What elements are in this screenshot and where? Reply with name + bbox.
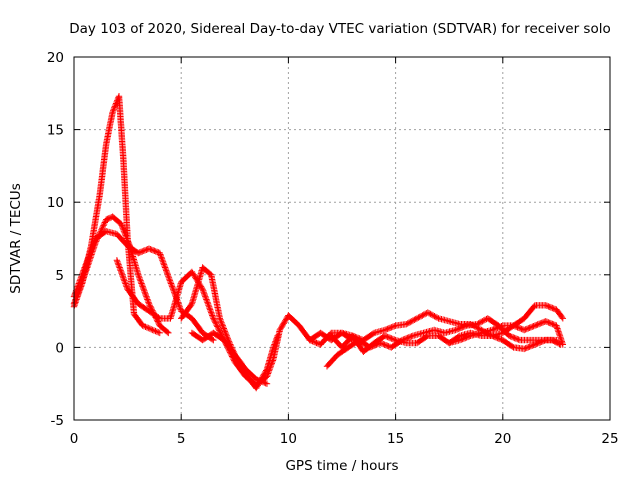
data-point-marks [403, 315, 419, 328]
y-tick-label: 10 [47, 195, 64, 211]
data-point-marks [199, 286, 216, 321]
series-track-9 [328, 318, 567, 355]
x-tick-label: 5 [177, 431, 186, 447]
data-point-marks [323, 352, 340, 370]
series-track-6 [188, 329, 271, 387]
data-point-marks [328, 332, 345, 350]
y-tick-label: 5 [55, 268, 64, 284]
data-point-marks [188, 265, 206, 307]
x-tick-label: 15 [387, 431, 404, 447]
data-point-marks [109, 213, 124, 227]
data-point-marks [216, 315, 231, 342]
x-tick-label: 25 [601, 431, 618, 447]
data-point-marks [135, 300, 162, 321]
data-point-marks [531, 337, 548, 348]
axis-ticks: 0 5 10 15 20 25 -5 0 5 10 15 20 [47, 50, 619, 447]
data-point-marks [553, 306, 566, 321]
data-point-marks [188, 315, 205, 335]
chart-title: Day 103 of 2020, Sidereal Day-to-day VTE… [69, 21, 610, 37]
data-point-marks [178, 269, 194, 286]
y-tick-label: 20 [47, 50, 64, 66]
x-tick-label: 10 [280, 431, 297, 447]
data-point-marks [120, 155, 131, 241]
data-point [559, 315, 567, 322]
x-tick-label: 0 [70, 431, 79, 447]
data-point-marks [413, 333, 430, 347]
data-point-marks [521, 303, 538, 322]
plot-frame [73, 56, 611, 421]
data-point-marks [338, 333, 355, 351]
y-axis-label: SDTVAR / TECUs [8, 183, 24, 293]
series-track-10 [446, 329, 560, 353]
series-track-5 [178, 264, 281, 392]
data-point-marks [156, 322, 171, 336]
data-point-marks [178, 301, 195, 322]
data-point-marks [124, 286, 141, 306]
data-point-marks [424, 309, 441, 321]
data-point-marks [231, 351, 248, 372]
data-point-marks [295, 322, 313, 343]
data-point-marks [81, 236, 99, 271]
data-point-marks [135, 271, 152, 306]
data-point-marks [381, 323, 398, 334]
data-point-marks [334, 345, 351, 358]
data-point-marks [242, 366, 259, 382]
series-track-8 [323, 315, 564, 370]
data-point-marks [446, 333, 462, 347]
data-point-marks [115, 93, 127, 161]
data-point [165, 329, 172, 337]
data-point-marks [360, 330, 377, 344]
data-point-marks [521, 323, 537, 334]
data-point-marks [167, 280, 184, 322]
data-point-marks [113, 230, 130, 248]
y-tick-label: 15 [47, 123, 64, 139]
data-point-marks [210, 329, 227, 343]
series-track-4 [113, 257, 356, 389]
data-series [70, 93, 567, 392]
data-point-marks [208, 271, 223, 320]
data-point-marks [488, 323, 505, 334]
data-point-marks [452, 323, 469, 334]
data-point [559, 341, 567, 348]
data-point [210, 336, 217, 344]
x-axis-label: GPS time / hours [285, 458, 398, 474]
data-point-marks [113, 257, 131, 292]
data-point [263, 380, 271, 387]
data-point-marks [531, 318, 548, 329]
data-point-marks [349, 332, 366, 354]
data-point-marks [553, 322, 566, 347]
data-point-marks [103, 110, 116, 148]
y-tick-label: -5 [51, 413, 64, 429]
data-point-marks [199, 264, 214, 278]
data-point-marks [238, 366, 259, 391]
data-point-marks [270, 334, 281, 351]
data-point [274, 332, 281, 339]
data-point [156, 329, 163, 337]
data-point-marks [263, 345, 277, 373]
data-point-marks [139, 322, 162, 336]
y-tick-label: 0 [55, 340, 64, 356]
grid [74, 57, 610, 420]
data-point-marks [276, 313, 291, 334]
data-point-marks [96, 142, 110, 199]
data-point-marks [499, 336, 516, 350]
data-point-marks [220, 336, 238, 357]
data-point-marks [156, 249, 174, 284]
data-point-marks [130, 310, 145, 328]
x-tick-label: 20 [494, 431, 511, 447]
data-point [553, 336, 560, 344]
data-point-marks [360, 340, 377, 355]
data-point-marks [285, 312, 302, 328]
